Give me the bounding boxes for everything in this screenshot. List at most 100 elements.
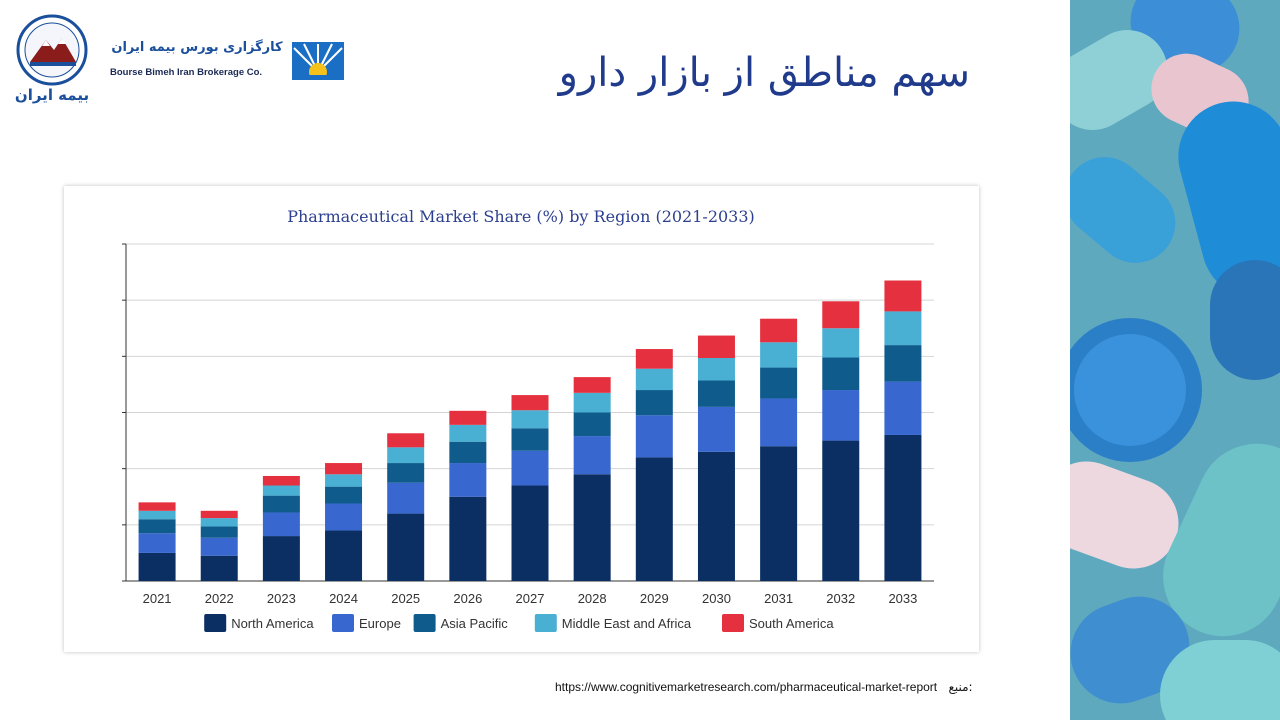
x-tick-label: 2021 [143, 591, 172, 606]
bar-asia-pacific-2022 [200, 526, 238, 538]
bar-north-america-2030 [697, 451, 735, 581]
bimeh-iran-seal-icon [16, 14, 88, 86]
bar-north-america-2031 [760, 446, 798, 581]
bar-europe-2029 [635, 415, 673, 458]
legend-swatch [413, 614, 436, 632]
sunrise-icon [292, 42, 344, 80]
bar-middle-east-and-africa-2025 [387, 447, 425, 464]
bar-south-america-2033 [884, 280, 922, 312]
pills-image-icon [1070, 0, 1280, 720]
bar-south-america-2026 [449, 410, 487, 425]
legend-label: Europe [359, 616, 401, 631]
company-name-en: Bourse Bimeh Iran Brokerage Co. [110, 67, 263, 78]
bar-europe-2023 [262, 512, 300, 537]
bar-middle-east-and-africa-2031 [760, 342, 798, 368]
bar-middle-east-and-africa-2032 [822, 328, 860, 358]
x-tick-label: 2029 [640, 591, 669, 606]
bimeh-iran-logo: بیمه ایران [6, 12, 98, 108]
bar-europe-2031 [760, 398, 798, 447]
x-tick-label: 2025 [391, 591, 420, 606]
bar-asia-pacific-2026 [449, 441, 487, 464]
source-url[interactable]: https://www.cognitivemarketresearch.com/… [555, 680, 938, 694]
bar-europe-2027 [511, 450, 549, 486]
brokerage-logo: کارگزاری بورس بیمه ایران Bourse Bimeh Ir… [108, 40, 348, 84]
bar-south-america-2031 [760, 318, 798, 343]
bar-asia-pacific-2024 [325, 486, 363, 504]
bar-south-america-2028 [573, 377, 611, 393]
legend-label: Asia Pacific [441, 616, 509, 631]
bar-middle-east-and-africa-2029 [635, 368, 673, 391]
bar-south-america-2024 [325, 463, 363, 475]
company-name-fa: کارگزاری بورس بیمه ایران [111, 40, 283, 55]
bar-europe-2022 [200, 537, 238, 556]
bar-north-america-2032 [822, 440, 860, 581]
bar-north-america-2033 [884, 434, 922, 581]
chart-title: Pharmaceutical Market Share (%) by Regio… [287, 207, 755, 226]
bar-middle-east-and-africa-2030 [697, 358, 735, 381]
bar-middle-east-and-africa-2021 [138, 510, 176, 520]
source-label: منبع: [948, 680, 973, 694]
legend-swatch [534, 614, 557, 632]
bar-asia-pacific-2027 [511, 428, 549, 451]
bar-south-america-2021 [138, 502, 176, 511]
bar-asia-pacific-2021 [138, 519, 176, 534]
bar-europe-2032 [822, 390, 860, 441]
bar-north-america-2022 [200, 555, 238, 581]
bar-south-america-2030 [697, 335, 735, 359]
bar-asia-pacific-2033 [884, 345, 922, 382]
chart-card: Pharmaceutical Market Share (%) by Regio… [64, 186, 979, 652]
bar-middle-east-and-africa-2024 [325, 474, 363, 487]
bar-middle-east-and-africa-2023 [262, 485, 300, 496]
bar-europe-2025 [387, 482, 425, 514]
pills-photo [1070, 0, 1280, 720]
bar-middle-east-and-africa-2026 [449, 424, 487, 442]
legend-swatch [332, 614, 354, 632]
legend-swatch [204, 614, 227, 632]
bar-north-america-2021 [138, 552, 176, 581]
x-tick-label: 2032 [826, 591, 855, 606]
bar-north-america-2028 [573, 474, 611, 581]
bar-asia-pacific-2030 [697, 380, 735, 407]
bar-north-america-2023 [262, 536, 300, 581]
bar-middle-east-and-africa-2027 [511, 410, 549, 429]
bar-asia-pacific-2029 [635, 390, 673, 416]
bar-europe-2024 [325, 503, 363, 531]
seal-caption: بیمه ایران [14, 86, 90, 104]
bar-asia-pacific-2028 [573, 412, 611, 437]
bar-middle-east-and-africa-2028 [573, 392, 611, 413]
bar-north-america-2025 [387, 513, 425, 581]
x-tick-label: 2026 [453, 591, 482, 606]
bar-south-america-2025 [387, 433, 425, 448]
x-tick-label: 2023 [267, 591, 296, 606]
x-tick-label: 2028 [578, 591, 607, 606]
legend-swatch [722, 614, 744, 632]
legend-label: North America [231, 616, 314, 631]
bar-south-america-2029 [635, 349, 673, 369]
bar-asia-pacific-2031 [760, 367, 798, 399]
bar-north-america-2029 [635, 457, 673, 581]
bar-south-america-2027 [511, 395, 549, 411]
bar-europe-2028 [573, 436, 611, 475]
bar-south-america-2023 [262, 475, 300, 486]
legend-label: South America [749, 616, 834, 631]
slide-title: سهم مناطق از بازار دارو [558, 50, 970, 96]
bar-north-america-2027 [511, 485, 549, 581]
source-line: https://www.cognitivemarketresearch.com/… [555, 680, 973, 694]
bar-europe-2026 [449, 463, 487, 497]
x-tick-label: 2024 [329, 591, 358, 606]
bar-asia-pacific-2032 [822, 357, 860, 391]
x-tick-label: 2022 [205, 591, 234, 606]
bar-south-america-2032 [822, 301, 860, 329]
x-tick-label: 2030 [702, 591, 731, 606]
bar-south-america-2022 [200, 510, 238, 519]
bar-north-america-2024 [325, 530, 363, 581]
x-tick-label: 2027 [516, 591, 545, 606]
bar-asia-pacific-2025 [387, 463, 425, 483]
bar-asia-pacific-2023 [262, 495, 300, 513]
bar-middle-east-and-africa-2033 [884, 311, 922, 346]
bar-north-america-2026 [449, 496, 487, 581]
x-tick-label: 2033 [888, 591, 917, 606]
x-tick-label: 2031 [764, 591, 793, 606]
bar-middle-east-and-africa-2022 [200, 518, 238, 527]
bar-europe-2033 [884, 381, 922, 435]
